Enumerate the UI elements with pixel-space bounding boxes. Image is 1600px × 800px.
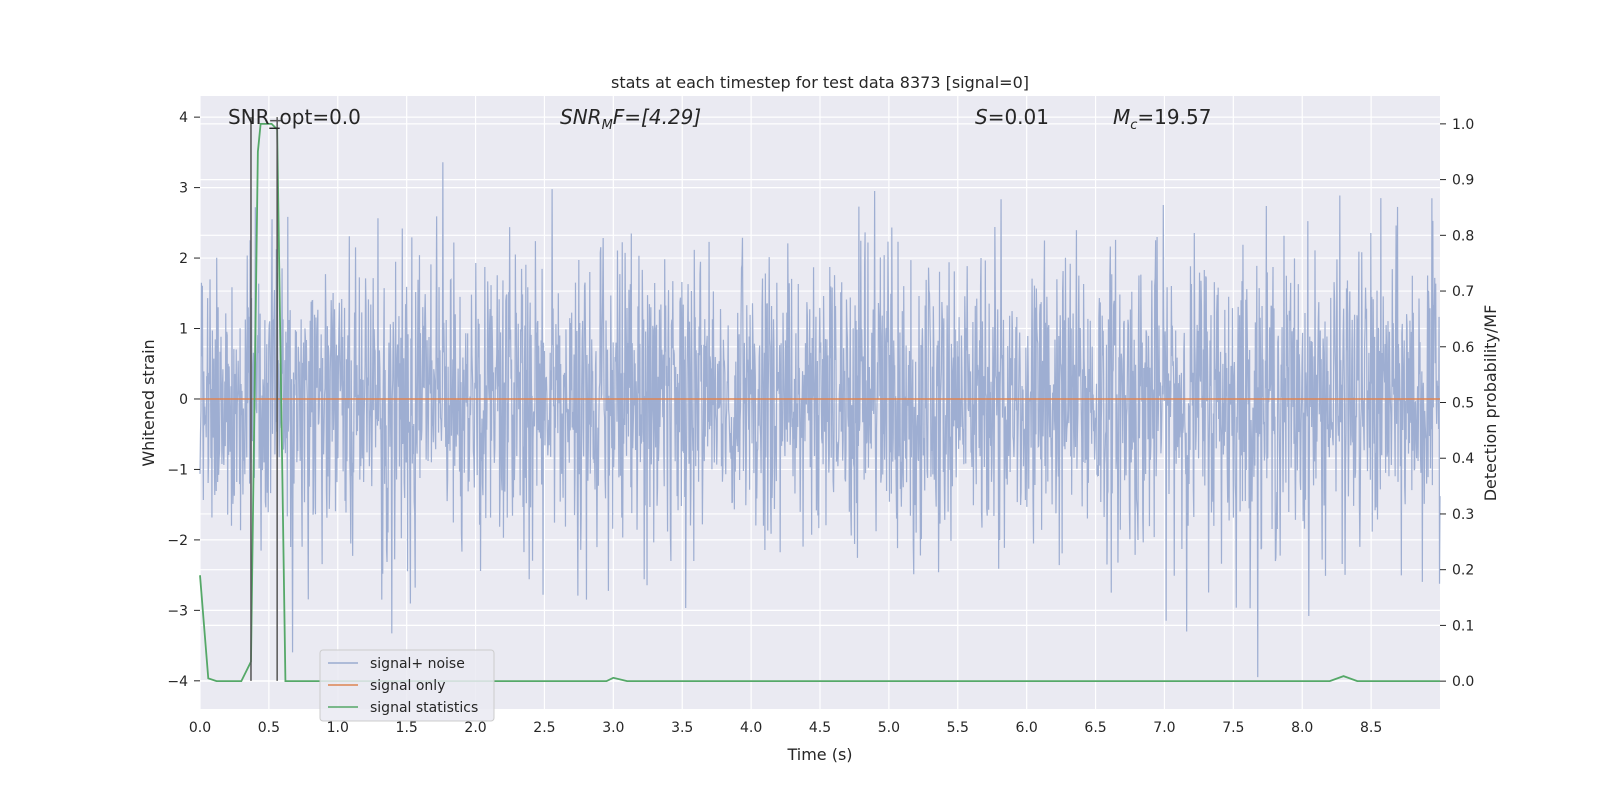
chart-title: stats at each timestep for test data 837… xyxy=(611,73,1029,92)
y2-axis-ticks: 1.0 0.9 0.8 0.7 0.6 0.5 0.4 0.3 0.2 0.1 0.0 xyxy=(1440,117,1474,690)
annotation-mc: Mc=19.57 xyxy=(1113,105,1211,133)
x-tick-label: 1.5 xyxy=(396,720,418,736)
x-tick-label: 0.5 xyxy=(258,720,280,736)
x-tick-label: 7.5 xyxy=(1222,720,1244,736)
y-tick-label: −1 xyxy=(167,462,188,478)
y2-tick-label: 0.1 xyxy=(1452,618,1474,634)
y-tick-label: 3 xyxy=(179,181,188,197)
s-rest: =0.01 xyxy=(988,105,1049,129)
y2-tick-label: 0.2 xyxy=(1452,563,1474,579)
y2-tick-label: 0.0 xyxy=(1452,674,1474,690)
x-tick-label: 5.0 xyxy=(878,720,900,736)
mc-rest: =19.57 xyxy=(1137,105,1211,129)
legend-box xyxy=(319,649,495,722)
x-tick-label: 7.0 xyxy=(1153,720,1175,736)
x-tick-label: 3.0 xyxy=(602,720,624,736)
y2-tick-label: 0.3 xyxy=(1452,507,1474,523)
legend: signal+ noise signal only signal statist… xyxy=(319,649,495,722)
mc-sub: c xyxy=(1130,118,1137,133)
mc-var: M xyxy=(1113,105,1130,129)
x-tick-label: 8.0 xyxy=(1291,720,1313,736)
y-tick-label: −4 xyxy=(167,674,188,690)
x-axis-label: Time (s) xyxy=(786,745,852,764)
x-tick-label: 6.0 xyxy=(1016,720,1038,736)
window-markers xyxy=(250,117,282,681)
signal-noise-series xyxy=(199,162,1441,678)
legend-label-signal-only: signal only xyxy=(370,678,445,694)
x-tick-label: 6.5 xyxy=(1084,720,1106,736)
y2-tick-label: 0.6 xyxy=(1452,340,1474,356)
y2-tick-label: 0.4 xyxy=(1452,451,1474,467)
y2-axis-label: Detection probability/MF xyxy=(1481,305,1500,502)
y-axis-label: Whitened strain xyxy=(139,339,158,466)
s-var: S xyxy=(975,105,988,129)
y-tick-label: 0 xyxy=(179,392,188,408)
y-axis-ticks: 4 3 2 1 0 −1 −2 −3 −4 xyxy=(167,110,200,690)
x-tick-label: 1.0 xyxy=(327,720,349,736)
y-tick-label: −2 xyxy=(167,533,188,549)
y2-tick-label: 1.0 xyxy=(1452,117,1474,133)
x-tick-label: 2.5 xyxy=(533,720,555,736)
x-axis-ticks: 0.0 0.5 1.0 1.5 2.0 2.5 3.0 3.5 4.0 4.5 5.0 5.5 6.0 6… xyxy=(189,720,1382,736)
y-tick-label: 4 xyxy=(179,110,188,126)
y-tick-label: 1 xyxy=(179,322,188,338)
legend-label-signal-noise: signal+ noise xyxy=(370,656,465,672)
snr-mf-base: SNR xyxy=(560,105,602,129)
x-tick-label: 4.0 xyxy=(740,720,762,736)
y2-tick-label: 0.9 xyxy=(1452,173,1474,189)
snr-mf-sub: M xyxy=(602,118,613,133)
y2-tick-label: 0.7 xyxy=(1452,284,1474,300)
y2-tick-label: 0.5 xyxy=(1452,396,1474,412)
legend-label-signal-statistics: signal statistics xyxy=(370,700,478,716)
signal-noise-line xyxy=(199,162,1441,678)
y2-tick-label: 0.8 xyxy=(1452,228,1474,244)
y-tick-label: −3 xyxy=(167,603,188,619)
x-tick-label: 3.5 xyxy=(671,720,693,736)
snr-mf-f: F=[4.29] xyxy=(613,105,701,129)
x-tick-label: 2.0 xyxy=(464,720,486,736)
x-tick-label: 4.5 xyxy=(809,720,831,736)
y-tick-label: 2 xyxy=(179,251,188,267)
x-tick-label: 0.0 xyxy=(189,720,211,736)
annotation-snr-opt: SNR_opt=0.0 xyxy=(228,105,361,129)
x-tick-label: 5.5 xyxy=(947,720,969,736)
x-tick-label: 8.5 xyxy=(1360,720,1382,736)
annotation-s: S=0.01 xyxy=(975,105,1049,129)
annotation-snr-mf: SNRMF=[4.29] xyxy=(560,105,701,133)
